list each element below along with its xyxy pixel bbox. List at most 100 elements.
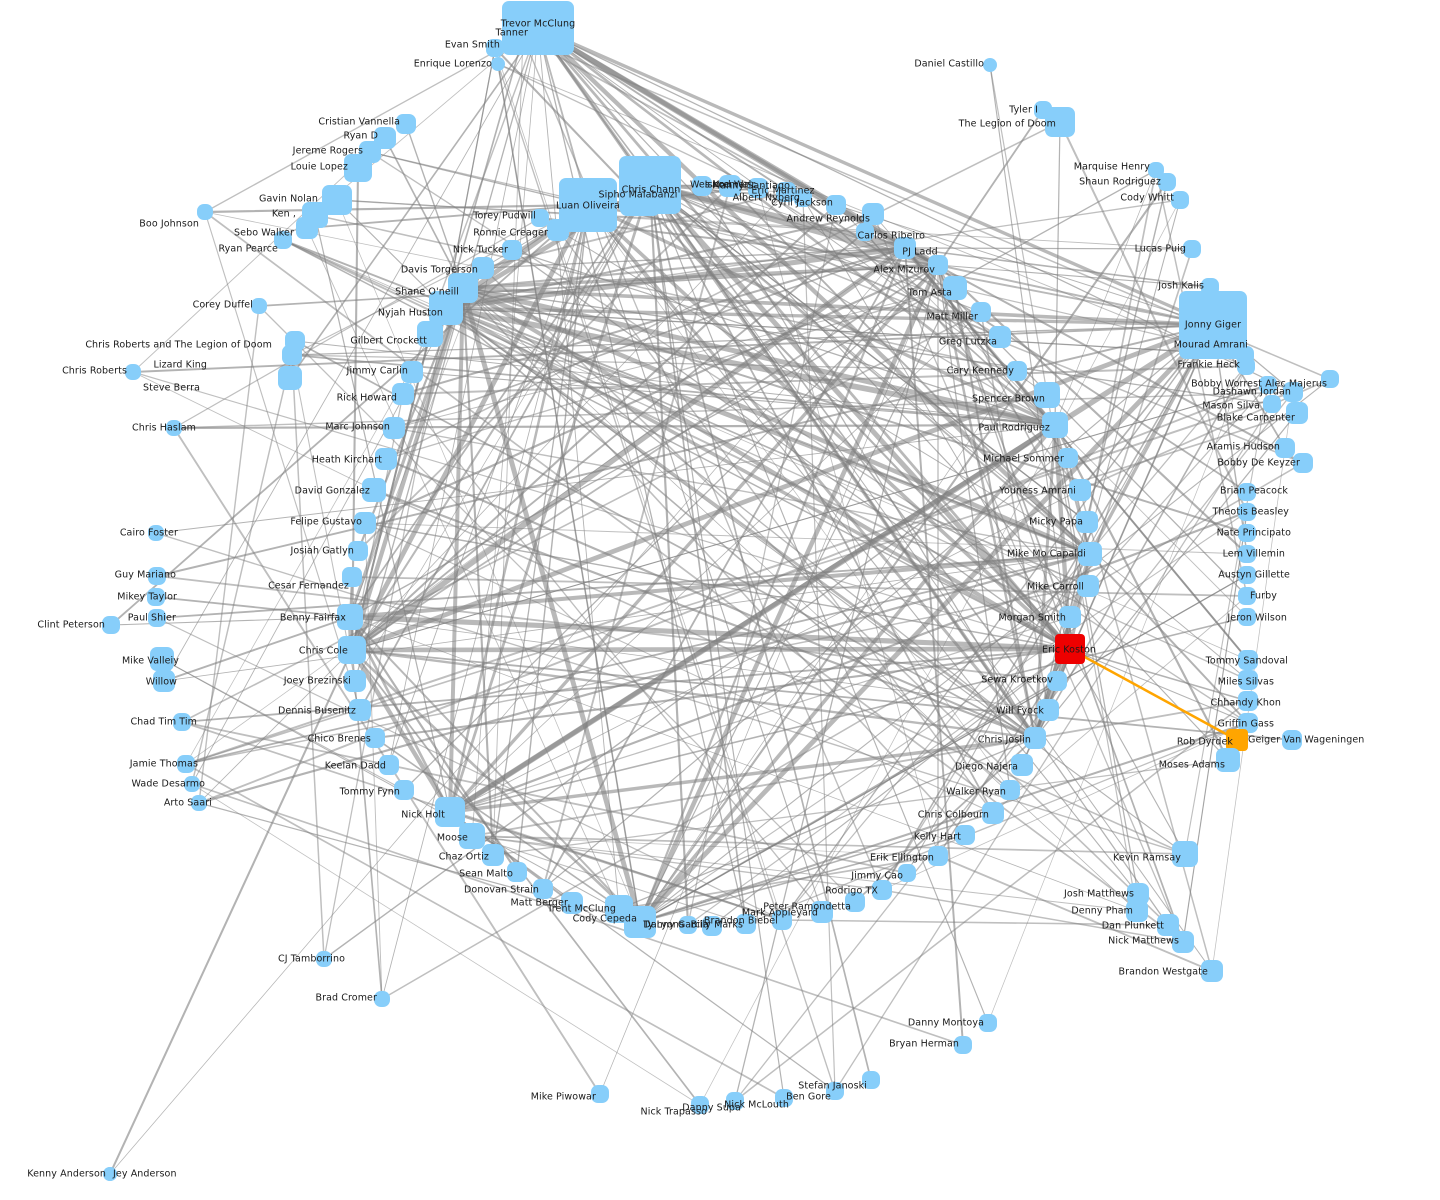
- graph-node[interactable]: [1283, 382, 1303, 402]
- graph-node[interactable]: [502, 240, 522, 260]
- graph-node[interactable]: [435, 797, 465, 827]
- graph-node[interactable]: [547, 219, 569, 241]
- graph-node[interactable]: [282, 345, 302, 365]
- graph-node[interactable]: [344, 154, 372, 182]
- graph-node[interactable]: [337, 604, 363, 630]
- graph-node[interactable]: [533, 879, 553, 899]
- graph-node[interactable]: [354, 512, 376, 534]
- graph-node[interactable]: [513, 27, 533, 47]
- graph-node[interactable]: [1238, 670, 1258, 690]
- graph-node[interactable]: [856, 223, 874, 241]
- graph-node[interactable]: [845, 892, 865, 912]
- graph-node[interactable]: [928, 846, 948, 866]
- graph-node[interactable]: [362, 478, 386, 502]
- graph-node[interactable]: [1055, 634, 1085, 664]
- graph-node[interactable]: [177, 755, 195, 773]
- graph-node[interactable]: [954, 1036, 972, 1054]
- graph-node[interactable]: [1172, 841, 1198, 867]
- graph-node[interactable]: [349, 699, 371, 721]
- graph-node[interactable]: [278, 366, 302, 390]
- graph-node[interactable]: [491, 57, 505, 71]
- graph-node[interactable]: [1179, 291, 1247, 359]
- graph-node[interactable]: [1238, 524, 1256, 542]
- graph-node[interactable]: [482, 844, 504, 866]
- graph-node[interactable]: [1216, 748, 1240, 772]
- graph-node[interactable]: [394, 780, 414, 800]
- graph-node[interactable]: [296, 217, 318, 239]
- graph-node[interactable]: [1238, 691, 1258, 711]
- graph-node[interactable]: [1238, 483, 1256, 501]
- graph-node[interactable]: [1238, 503, 1256, 521]
- graph-node[interactable]: [719, 175, 741, 197]
- graph-node[interactable]: [1226, 729, 1248, 751]
- graph-node[interactable]: [365, 728, 385, 748]
- graph-node[interactable]: [1171, 191, 1189, 209]
- graph-node[interactable]: [702, 916, 722, 936]
- graph-node[interactable]: [1183, 240, 1201, 258]
- graph-node[interactable]: [1000, 780, 1020, 800]
- graph-node[interactable]: [620, 176, 660, 216]
- graph-node[interactable]: [811, 901, 833, 923]
- graph-node[interactable]: [1263, 395, 1281, 413]
- graph-node[interactable]: [794, 189, 812, 207]
- graph-node[interactable]: [1024, 727, 1046, 749]
- graph-node[interactable]: [392, 383, 414, 405]
- graph-node[interactable]: [826, 1082, 844, 1100]
- graph-node[interactable]: [103, 1167, 117, 1181]
- graph-node[interactable]: [736, 914, 756, 934]
- graph-node[interactable]: [150, 647, 174, 671]
- graph-node[interactable]: [375, 448, 397, 470]
- graph-node[interactable]: [1076, 511, 1098, 533]
- graph-node[interactable]: [1238, 608, 1256, 626]
- graph-node[interactable]: [989, 326, 1011, 348]
- graph-node[interactable]: [1069, 479, 1091, 501]
- graph-node[interactable]: [102, 616, 120, 634]
- graph-node[interactable]: [1007, 361, 1027, 381]
- graph-node[interactable]: [191, 795, 207, 811]
- graph-node[interactable]: [125, 364, 141, 380]
- graph-node[interactable]: [1059, 606, 1081, 628]
- graph-node[interactable]: [1047, 671, 1067, 691]
- graph-node[interactable]: [894, 237, 916, 259]
- graph-node[interactable]: [147, 588, 165, 606]
- graph-node[interactable]: [1172, 931, 1194, 953]
- graph-node[interactable]: [1127, 883, 1149, 905]
- graph-node[interactable]: [507, 862, 527, 882]
- graph-node[interactable]: [1201, 960, 1223, 982]
- graph-node[interactable]: [379, 755, 399, 775]
- graph-node[interactable]: [971, 302, 991, 322]
- graph-node[interactable]: [148, 525, 164, 541]
- graph-node[interactable]: [166, 420, 182, 436]
- graph-node[interactable]: [1037, 699, 1059, 721]
- graph-node[interactable]: [486, 39, 504, 57]
- graph-node[interactable]: [624, 906, 656, 938]
- graph-node[interactable]: [979, 1014, 997, 1032]
- graph-node[interactable]: [502, 1, 574, 55]
- graph-node[interactable]: [776, 182, 796, 202]
- graph-node[interactable]: [955, 825, 975, 845]
- graph-node[interactable]: [383, 417, 405, 439]
- graph-node[interactable]: [943, 276, 967, 300]
- graph-node[interactable]: [692, 176, 712, 196]
- graph-node[interactable]: [1321, 370, 1339, 388]
- graph-node[interactable]: [344, 670, 366, 692]
- graph-node[interactable]: [197, 204, 213, 220]
- graph-node[interactable]: [1238, 545, 1256, 563]
- graph-node[interactable]: [1238, 587, 1256, 605]
- graph-node[interactable]: [1058, 448, 1078, 468]
- graph-node[interactable]: [401, 361, 423, 383]
- graph-node[interactable]: [251, 298, 267, 314]
- graph-node[interactable]: [1126, 900, 1148, 922]
- graph-node[interactable]: [691, 1096, 709, 1114]
- graph-node[interactable]: [872, 880, 892, 900]
- graph-node[interactable]: [274, 231, 292, 249]
- graph-node[interactable]: [1158, 173, 1176, 191]
- graph-node[interactable]: [472, 257, 494, 279]
- graph-node[interactable]: [982, 802, 1004, 824]
- graph-node[interactable]: [348, 541, 368, 561]
- graph-node[interactable]: [826, 195, 846, 215]
- graph-node[interactable]: [726, 1092, 744, 1110]
- graph-node[interactable]: [459, 823, 485, 849]
- graph-node[interactable]: [1077, 575, 1099, 597]
